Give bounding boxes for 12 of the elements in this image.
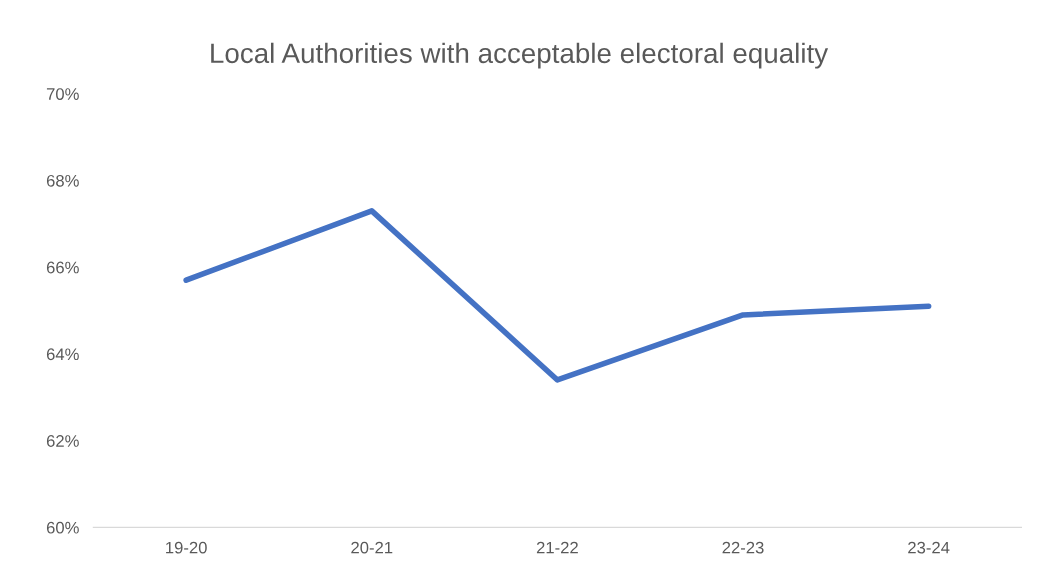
x-tick-label: 20-21 [351,541,393,554]
y-tick-label: 62% [46,435,79,447]
x-tick-label: 22-23 [722,541,764,554]
x-tick-label: 19-20 [166,541,207,554]
y-tick-label: 66% [46,261,79,274]
chart-title: Local Authorities with acceptable electoral equality [211,42,829,69]
x-tick-label: 23-24 [908,541,950,554]
y-tick-label: 70% [46,88,79,100]
y-tick-label: 64% [46,348,79,361]
y-tick-label: 60% [46,521,79,534]
x-tick-label: 21-22 [536,541,578,554]
y-tick-label: 68% [46,174,79,187]
